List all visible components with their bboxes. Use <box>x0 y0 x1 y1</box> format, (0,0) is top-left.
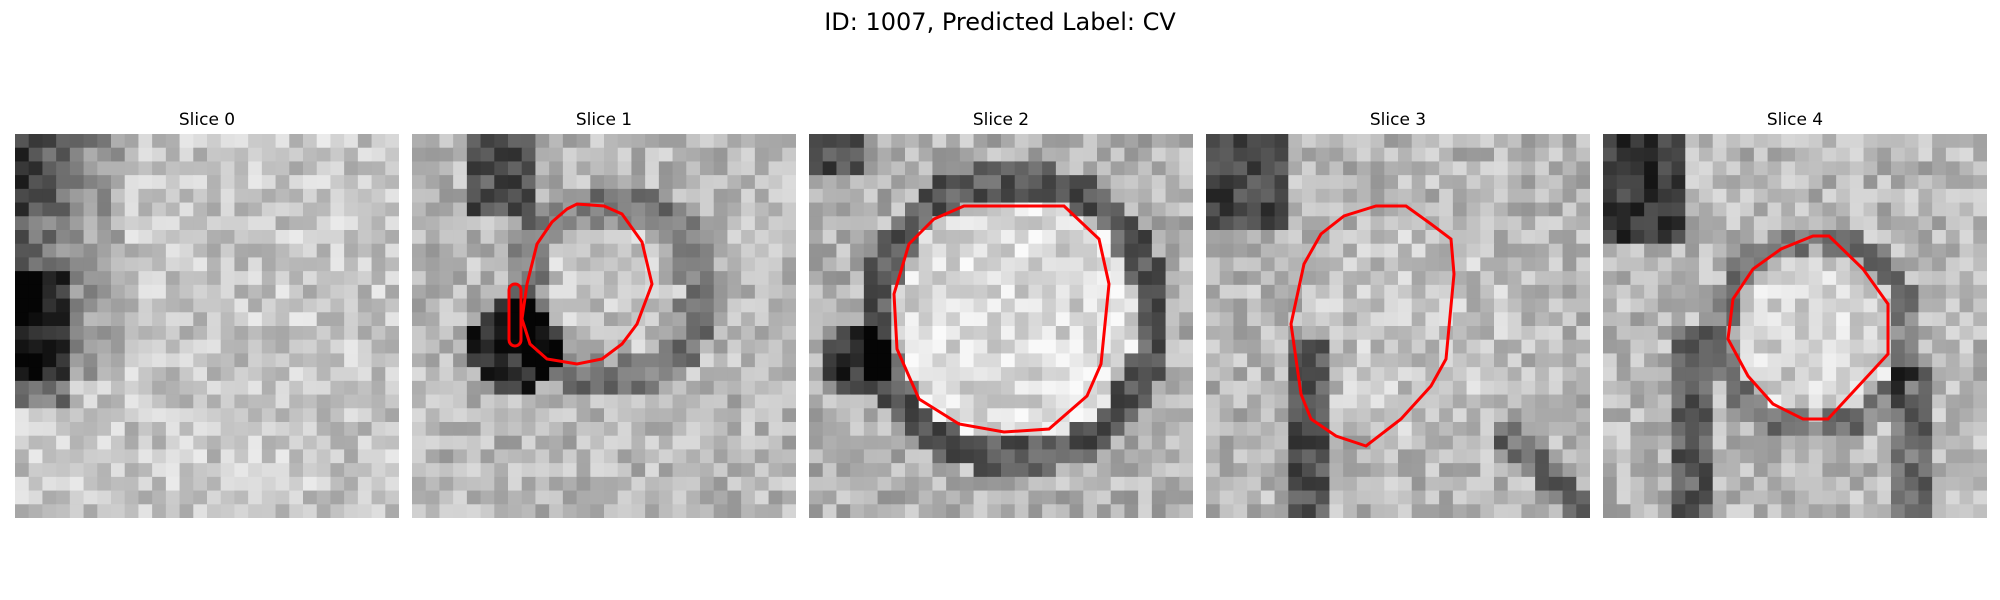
slice-pixels-3 <box>1206 134 1590 518</box>
slice-pixels-1 <box>412 134 796 518</box>
slice-title-4: Slice 4 <box>1766 110 1824 130</box>
slice-image-2 <box>809 134 1193 518</box>
slice-image-1 <box>412 134 796 518</box>
figure-title: ID: 1007, Predicted Label: CV <box>824 8 1176 36</box>
slice-image-3 <box>1206 134 1590 518</box>
slice-title-2: Slice 2 <box>972 110 1030 130</box>
segmentation-contour <box>892 204 1111 434</box>
slice-panel-1: Slice 1 <box>412 110 796 520</box>
slice-panel-4: Slice 4 <box>1603 110 1987 520</box>
slice-pixels-2 <box>809 134 1193 518</box>
slice-pixels-0 <box>15 134 399 518</box>
slice-panel-0: Slice 0 <box>15 110 399 520</box>
slice-title-0: Slice 0 <box>178 110 236 130</box>
segmentation-contour <box>1289 204 1456 448</box>
slice-title-3: Slice 3 <box>1369 110 1427 130</box>
slice-image-0 <box>15 134 399 518</box>
slice-pixels-4 <box>1603 134 1987 518</box>
segmentation-contour <box>1726 234 1890 421</box>
slice-panel-2: Slice 2 <box>809 110 1193 520</box>
slice-image-4 <box>1603 134 1987 518</box>
slice-title-1: Slice 1 <box>575 110 633 130</box>
slice-panel-3: Slice 3 <box>1206 110 1590 520</box>
segmentation-contour <box>520 202 654 366</box>
small-contour <box>507 282 523 348</box>
